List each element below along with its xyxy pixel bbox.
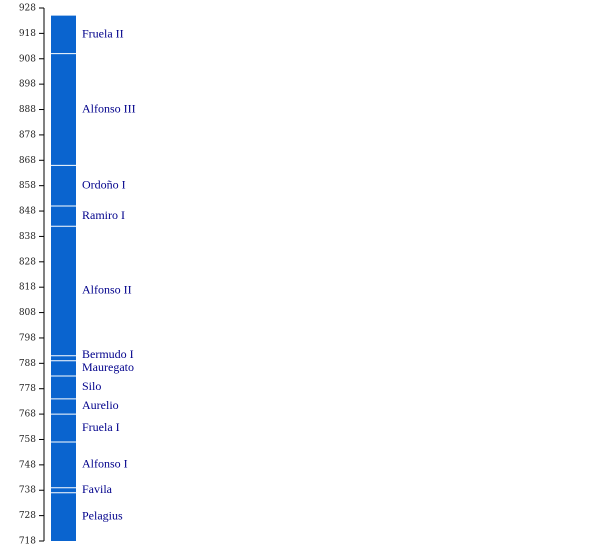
y-tick-label: 778	[19, 384, 36, 394]
reign-bar	[51, 53, 76, 166]
reign-dividers	[51, 53, 76, 494]
y-tick-label: 818	[19, 283, 36, 293]
y-tick-label: 838	[19, 232, 36, 242]
reign-bar	[51, 360, 76, 377]
reign-label: Bermudo I	[82, 347, 134, 361]
reign-bar	[51, 414, 76, 443]
y-tick-label: 918	[19, 29, 36, 39]
reign-labels: Pelagius Favila Alfonso I Fruela I Aurelio Si…	[82, 26, 136, 522]
reign-label: Pelagius	[82, 509, 123, 523]
reign-bar	[51, 442, 76, 488]
y-tick-label: 928	[19, 4, 36, 14]
y-tick-label: 768	[19, 410, 36, 420]
reign-bar	[51, 205, 76, 227]
reign-bar	[51, 398, 76, 415]
reign-label: Ordoño I	[82, 177, 126, 191]
reign-label: Fruela II	[82, 26, 124, 40]
y-tick-label: 828	[19, 257, 36, 267]
y-tick-label: 888	[19, 105, 36, 115]
reign-bar	[51, 492, 76, 541]
y-tick-label: 808	[19, 308, 36, 318]
reign-label: Alfonso I	[82, 457, 128, 471]
y-tick-label: 898	[19, 80, 36, 90]
y-axis: 718 728 738 748 758 768 778 788 798 808 818 828 838 8…	[19, 4, 45, 547]
y-tick-label: 848	[19, 207, 36, 217]
reign-label: Fruela I	[82, 420, 120, 434]
y-tick-label: 798	[19, 333, 36, 343]
reign-label: Alfonso III	[82, 101, 136, 115]
reign-label: Aurelio	[82, 398, 119, 412]
y-tick-label: 748	[19, 460, 36, 470]
y-tick-label: 758	[19, 435, 36, 445]
reign-label: Alfonso II	[82, 283, 132, 297]
reign-bar	[51, 487, 76, 493]
reign-label: Ramiro I	[82, 208, 125, 222]
reign-bar	[51, 15, 76, 54]
y-tick-label: 868	[19, 156, 36, 166]
reign-label: Silo	[82, 379, 101, 393]
reign-bar	[51, 355, 76, 361]
reign-bars	[51, 15, 76, 541]
y-tick-label: 788	[19, 359, 36, 369]
y-tick-label: 718	[19, 537, 36, 547]
y-tick-label: 738	[19, 486, 36, 496]
reign-bar	[51, 376, 76, 399]
reign-label: Favila	[82, 482, 113, 496]
y-tick-label: 908	[19, 54, 36, 64]
reign-label: Mauregato	[82, 360, 134, 374]
y-tick-label: 728	[19, 511, 36, 521]
y-tick-label: 858	[19, 181, 36, 191]
reign-bar	[51, 226, 76, 356]
reign-bar	[51, 165, 76, 206]
y-tick-label: 878	[19, 130, 36, 140]
